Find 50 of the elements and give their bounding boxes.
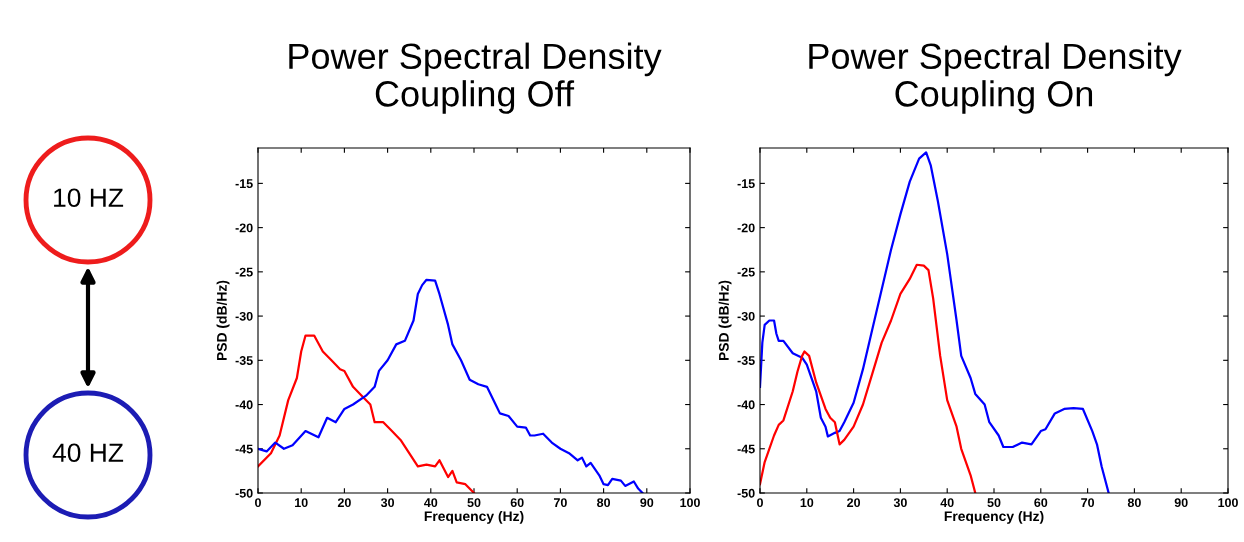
x-tick-label: 20	[337, 498, 351, 508]
x-axis-title: Frequency (Hz)	[944, 510, 1044, 524]
x-tick-label: 0	[255, 498, 261, 508]
x-tick-label: 50	[987, 498, 1001, 508]
y-tick-label: -40	[235, 400, 253, 410]
x-tick-label: 40	[940, 498, 954, 508]
x-tick-label: 0	[757, 498, 763, 508]
y-tick-label: -50	[737, 488, 755, 498]
line-series	[258, 278, 644, 493]
y-tick-label: -20	[737, 223, 755, 233]
y-tick-label: -15	[235, 179, 253, 189]
x-tick-label: 40	[424, 498, 438, 508]
x-tick-label: 100	[1218, 498, 1238, 508]
x-tick-label: 60	[1034, 498, 1048, 508]
x-axis-title: Frequency (Hz)	[424, 510, 524, 524]
y-tick-label: -45	[235, 444, 253, 454]
text: 10 HZ	[54, 188, 124, 208]
line-series	[258, 334, 476, 493]
y-axis-title: PSD (dB/Hz)	[718, 280, 732, 361]
y-tick-label: -25	[737, 267, 755, 277]
x-tick-label: 30	[380, 498, 395, 508]
x-tick-label: 100	[680, 498, 700, 508]
x-tick-label: 90	[640, 498, 654, 508]
line-series	[760, 263, 977, 493]
chart-title: Power Spectral Density Coupling Off	[289, 42, 662, 114]
y-tick-label: -35	[737, 356, 755, 365]
y-tick-label: -35	[235, 356, 253, 365]
x-tick-label: 10	[800, 498, 814, 508]
x-tick-label: 10	[295, 498, 308, 508]
y-tick-label: -50	[235, 488, 253, 498]
x-tick-label: 50	[467, 498, 481, 508]
y-axis-title: PSD (dB/Hz)	[216, 280, 230, 361]
line-series	[760, 151, 1110, 493]
y-tick-label: -20	[235, 223, 253, 233]
text: 40 HZ	[52, 443, 124, 463]
chart-title: Power Spectral Density Coupling On	[809, 42, 1182, 114]
y-tick-label: -40	[737, 400, 755, 410]
y-tick-label: -30	[235, 311, 253, 321]
y-tick-label: -25	[235, 267, 253, 277]
y-tick-label: -15	[737, 179, 755, 189]
y-tick-label: -30	[737, 311, 755, 321]
y-tick-label: -45	[737, 444, 755, 454]
x-tick-label: 80	[1127, 498, 1141, 508]
x-tick-label: 30	[893, 498, 907, 508]
x-tick-label: 70	[1081, 498, 1095, 508]
x-tick-label: 90	[1174, 498, 1188, 508]
x-tick-label: 20	[847, 498, 861, 508]
x-tick-label: 60	[510, 498, 524, 508]
x-tick-label: 70	[553, 498, 567, 508]
x-tick-label: 80	[597, 498, 611, 508]
